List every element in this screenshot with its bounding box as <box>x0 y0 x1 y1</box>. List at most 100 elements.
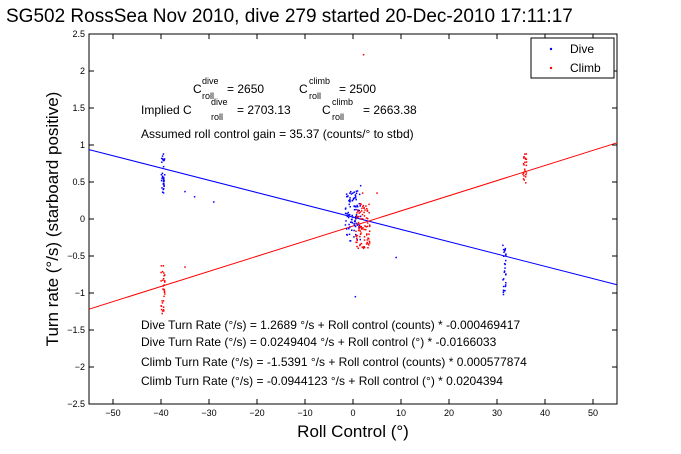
dive-fit-counts-annotation: Dive Turn Rate (°/s) = 1.2689 °/s + Roll… <box>141 318 520 332</box>
x-tick-label: 10 <box>396 408 406 418</box>
dive-data-point <box>353 191 356 193</box>
climb-data-point <box>523 164 525 166</box>
dive-data-point <box>353 224 356 227</box>
dive-data-point <box>163 159 166 161</box>
dive-data-point <box>348 233 351 236</box>
implied-climb-value: = 2663.38 <box>363 103 417 117</box>
dive-data-point <box>502 244 504 247</box>
climb-data-point <box>361 246 364 248</box>
climb-data-point <box>366 209 369 212</box>
dive-data-point <box>347 216 350 219</box>
dive-data-point <box>355 208 357 211</box>
climb-data-point <box>358 229 360 232</box>
climb-data-point <box>359 244 361 247</box>
implied-dive-superscript: dive <box>211 97 228 107</box>
climb-fit-degrees-annotation: Climb Turn Rate (°/s) = -0.0944123 °/s +… <box>141 374 503 388</box>
dive-data-point <box>161 176 164 179</box>
dive-data-point <box>504 267 506 269</box>
climb-data-point <box>363 235 366 238</box>
dive-data-point <box>345 220 347 222</box>
dive-data-point <box>161 187 163 189</box>
climb-data-point <box>522 173 524 176</box>
climb-data-point <box>355 230 357 233</box>
climb-data-point <box>360 210 363 212</box>
climb-data-point <box>525 164 528 167</box>
climb-data-point <box>524 161 526 164</box>
dive-data-point <box>352 198 355 201</box>
y-tick-label: −2.5 <box>67 399 85 409</box>
climb-data-point <box>525 172 528 174</box>
climb-data-point <box>161 302 164 304</box>
climb-data-point <box>368 225 371 228</box>
dive-data-point <box>193 196 196 198</box>
climb-data-point <box>360 232 362 234</box>
dive-data-point <box>502 255 505 257</box>
dive-data-point <box>160 173 163 176</box>
dive-data-point <box>351 199 354 202</box>
dive-data-point <box>163 183 165 186</box>
climb-data-point <box>367 237 369 239</box>
dive-data-point <box>359 215 362 218</box>
climb-data-point <box>161 270 164 273</box>
roll-gain-annotation: Assumed roll control gain = 35.37 (count… <box>141 127 414 141</box>
dive-data-point <box>505 254 507 257</box>
climb-fit-counts-annotation: Climb Turn Rate (°/s) = -1.5391 °/s + Ro… <box>141 355 527 369</box>
dive-data-point <box>504 259 507 262</box>
dive-data-point <box>162 159 164 161</box>
dive-data-point <box>355 206 357 208</box>
dive-data-point <box>504 284 507 286</box>
x-axis-label: Roll Control (°) <box>297 422 409 441</box>
dive-data-point <box>344 224 347 226</box>
dive-data-point <box>504 285 507 288</box>
x-tick-label: −10 <box>297 408 312 418</box>
dive-data-point <box>350 221 352 224</box>
dive-data-point <box>354 195 357 197</box>
dive-data-point <box>348 223 350 226</box>
dive-data-point <box>359 184 362 187</box>
dive-data-point <box>347 211 349 214</box>
legend-box <box>530 37 615 79</box>
dive-data-point <box>161 155 164 157</box>
climb-data-point <box>359 243 361 246</box>
climb-data-point <box>367 243 369 245</box>
climb-data-point <box>361 218 364 220</box>
climb-data-point <box>359 203 362 205</box>
climb-data-point <box>359 235 361 238</box>
y-tick-label: 0.5 <box>72 177 85 187</box>
y-tick-label: 1 <box>80 140 85 150</box>
climb-data-point <box>365 217 368 219</box>
dive-data-point <box>161 161 163 163</box>
dive-data-point <box>353 197 356 199</box>
climb-data-point <box>368 240 371 243</box>
dive-data-point <box>162 153 165 155</box>
climb-data-point <box>366 222 369 224</box>
dive-data-point <box>162 176 165 179</box>
dive-data-point <box>346 234 348 236</box>
x-tick-label: −40 <box>153 408 168 418</box>
climb-data-point <box>356 239 358 242</box>
implied-dive-value: = 2703.13 <box>237 103 291 117</box>
climb-data-point <box>359 226 361 228</box>
y-tick-label: −0.5 <box>67 251 85 261</box>
climb-data-point <box>524 153 526 155</box>
climb-data-point <box>360 228 363 230</box>
dive-data-point <box>162 182 165 184</box>
climb-data-point <box>357 247 360 250</box>
climb-data-point <box>164 281 166 283</box>
dive-data-point <box>348 199 350 202</box>
dive-data-point <box>354 215 357 218</box>
climb-data-point <box>358 212 360 214</box>
dive-data-point <box>502 293 505 296</box>
climb-data-point <box>162 300 165 302</box>
climb-data-point <box>524 157 527 159</box>
dive-data-point <box>356 190 359 192</box>
climb-data-point <box>368 244 370 246</box>
climb-data-point <box>361 213 364 216</box>
climb-data-point <box>522 172 525 174</box>
climb-data-point <box>359 233 362 235</box>
climb-data-point <box>524 158 527 160</box>
climb-data-point <box>366 217 369 220</box>
x-tick-label: 0 <box>350 408 355 418</box>
dive-data-point <box>354 218 357 220</box>
y-tick-label: 2.5 <box>72 29 85 39</box>
